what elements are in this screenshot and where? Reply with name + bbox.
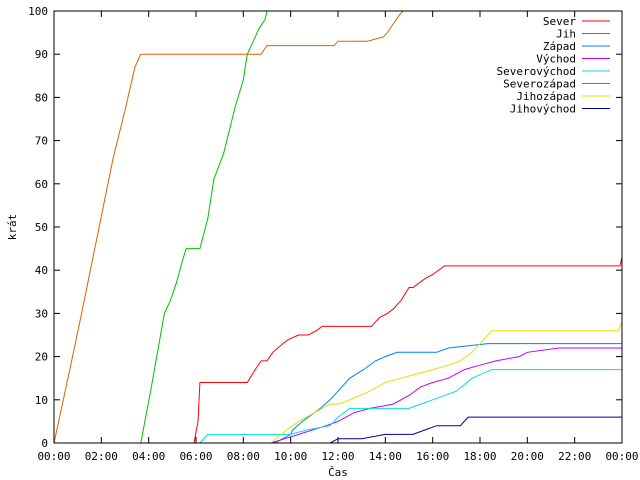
y-tick-label: 10 — [35, 394, 48, 407]
legend-label: Jihozápad — [516, 90, 576, 103]
y-tick-label: 70 — [35, 135, 48, 148]
x-tick-label: 22:00 — [558, 450, 591, 463]
y-axis-title: krát — [6, 214, 19, 241]
series-line — [193, 257, 623, 444]
legend: SeverJihZápadVýchodSeverovýchodSeverozáp… — [497, 15, 610, 116]
legend-label: Jih — [556, 28, 576, 41]
legend-label: Západ — [543, 40, 576, 53]
y-tick-label: 0 — [41, 437, 48, 450]
series-line — [329, 416, 622, 444]
x-tick-label: 06:00 — [179, 450, 212, 463]
legend-label: Jihovýchod — [510, 103, 576, 116]
x-axis-title: Čas — [328, 466, 348, 479]
x-tick-label: 16:00 — [416, 450, 449, 463]
y-tick-label: 100 — [28, 5, 48, 18]
series-line — [270, 321, 623, 444]
x-tick-label: 02:00 — [85, 450, 118, 463]
y-tick-label: 40 — [35, 264, 48, 277]
x-tick-label: 14:00 — [369, 450, 402, 463]
series-line — [274, 343, 622, 444]
x-tick-label: 12:00 — [321, 450, 354, 463]
x-tick-label: 00:00 — [605, 450, 638, 463]
series-line — [53, 10, 622, 444]
legend-label: Východ — [536, 53, 576, 66]
legend-label: Severozápad — [503, 78, 576, 91]
y-tick-label: 20 — [35, 351, 48, 364]
x-tick-label: 18:00 — [463, 450, 496, 463]
y-tick-label: 90 — [35, 48, 48, 61]
axis-labels-group: 00:00 02:00 04:00 06:00 08:00 10:00 12:00 14:00… — [28, 5, 638, 463]
x-tick-label: 08:00 — [227, 450, 260, 463]
y-tick-label: 50 — [35, 221, 48, 234]
x-tick-label: 00:00 — [37, 450, 70, 463]
x-tick-label: 10:00 — [274, 450, 307, 463]
x-tick-label: 20:00 — [511, 450, 544, 463]
y-tick-label: 30 — [35, 307, 48, 320]
y-tick-label: 80 — [35, 91, 48, 104]
x-tick-label: 04:00 — [132, 450, 165, 463]
y-tick-label: 60 — [35, 178, 48, 191]
series-line — [199, 369, 622, 444]
legend-label: Sever — [543, 15, 576, 28]
series-line — [270, 347, 622, 444]
axis-ticks-group — [53, 10, 623, 444]
legend-label: Severovýchod — [497, 65, 576, 78]
series-line — [140, 10, 268, 444]
plot-series-group — [53, 10, 623, 444]
